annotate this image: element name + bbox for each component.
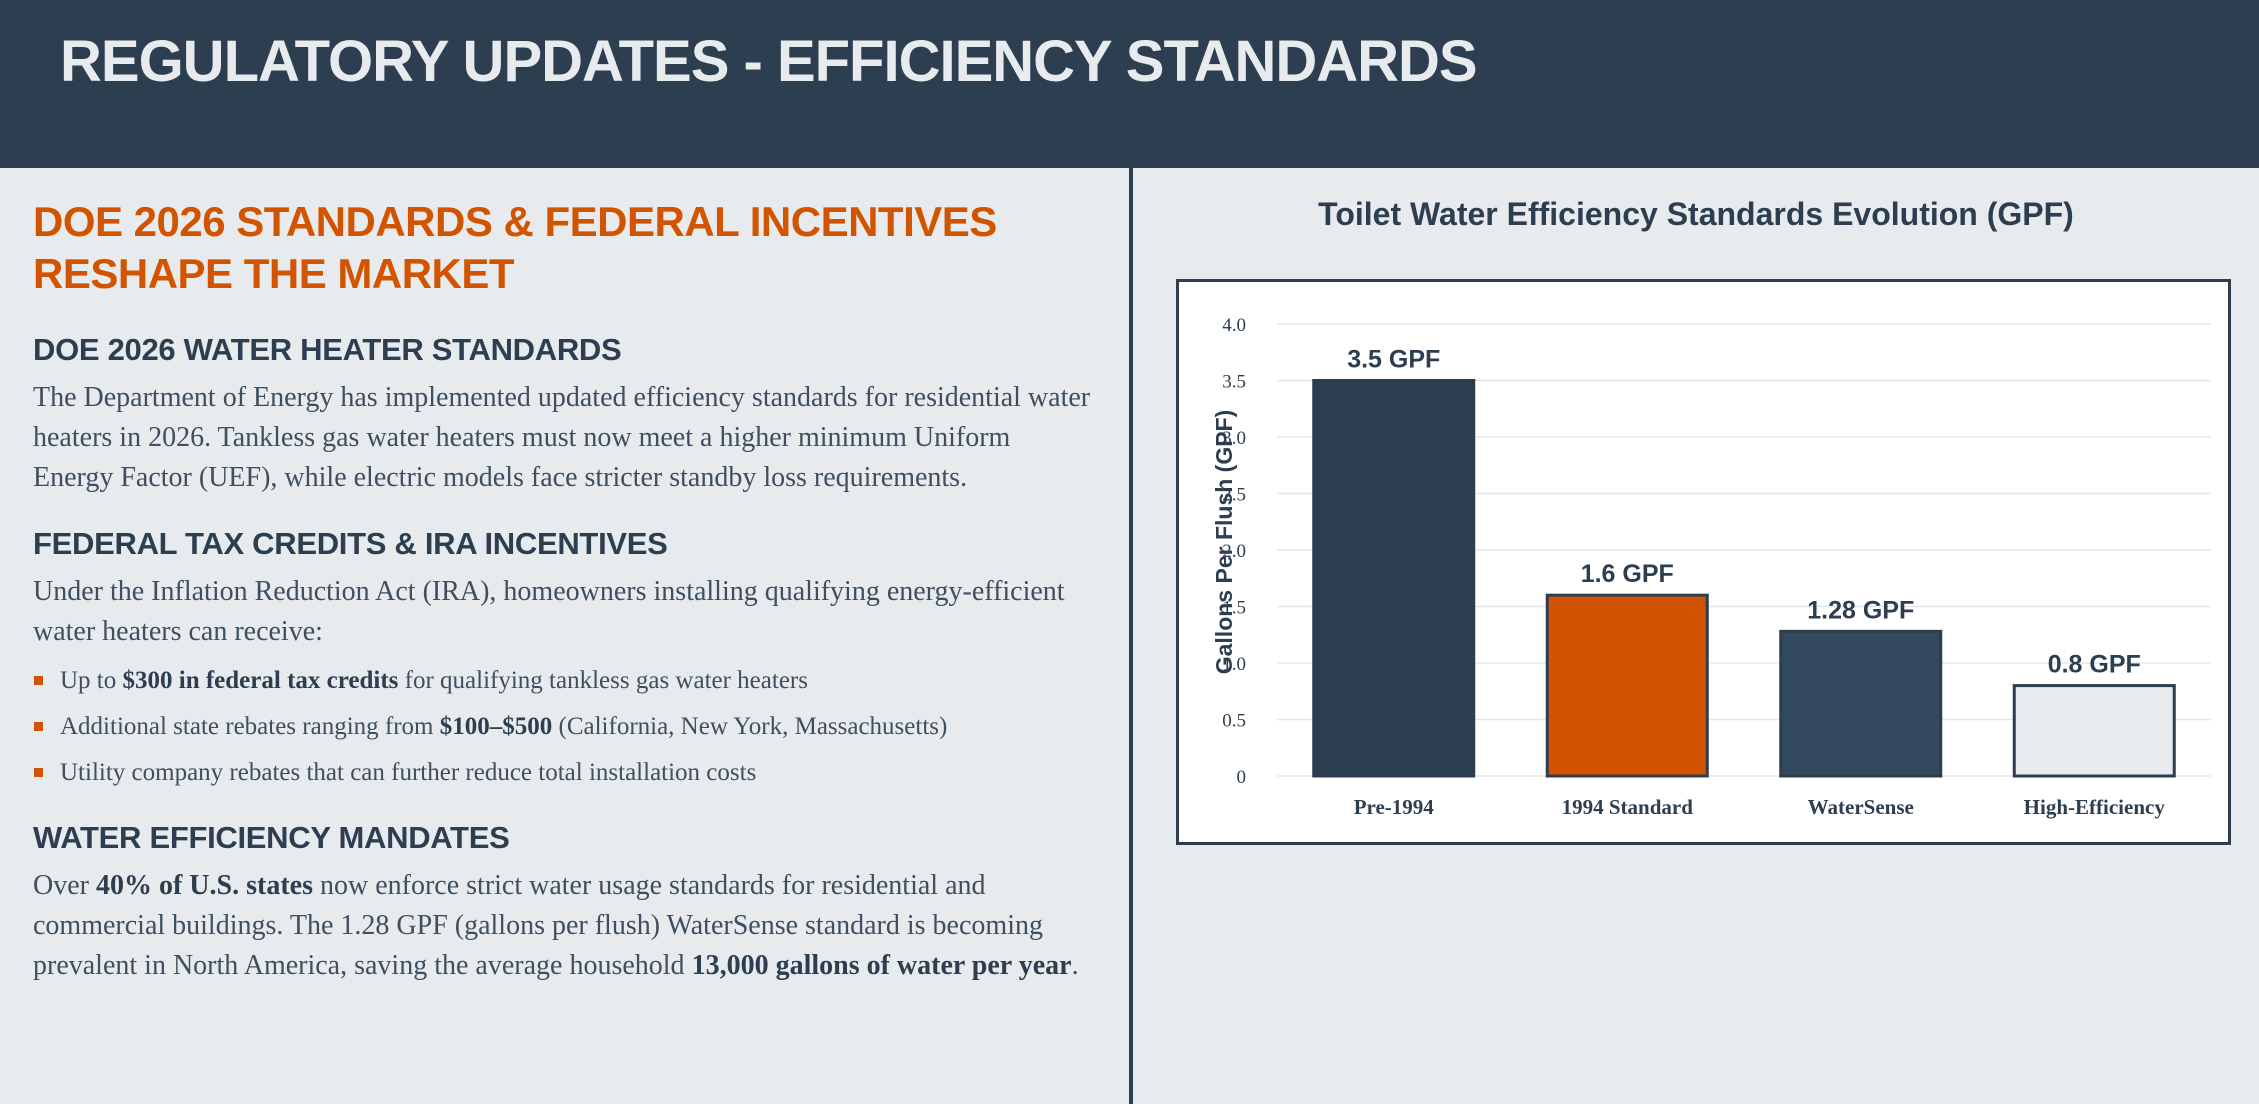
section-body-tax-credits: Under the Inflation Reduction Act (IRA),… <box>33 576 1065 647</box>
section-title-water-heater: DOE 2026 WATER HEATER STANDARDS <box>33 332 622 367</box>
section-body-water-mandates: Over 40% of U.S. states now enforce stri… <box>33 870 1079 981</box>
y-tick-label: 1.0 <box>1222 654 1246 675</box>
bar <box>1779 629 1943 778</box>
bullet-square-icon <box>34 722 43 731</box>
list-item: Utility company rebates that can further… <box>33 750 1093 796</box>
data-label: 1.6 GPF <box>1581 560 1674 588</box>
y-axis-label: Gallons Per Flush (GPF) <box>1211 410 1237 675</box>
headline: DOE 2026 STANDARDS & FEDERAL INCENTIVES … <box>33 198 997 297</box>
list-item: Up to $300 in federal tax credits for qu… <box>33 658 1093 704</box>
y-tick-label: 2.5 <box>1222 485 1246 506</box>
bar <box>2012 684 2176 778</box>
data-label: 3.5 GPF <box>1347 346 1440 374</box>
incentives-list: Up to $300 in federal tax credits for qu… <box>33 658 1093 796</box>
x-tick-label: WaterSense <box>1808 795 1914 819</box>
data-label: 1.28 GPF <box>1807 596 1914 624</box>
x-tick-label: 1994 Standard <box>1562 795 1694 819</box>
y-tick-label: 1.5 <box>1222 598 1246 619</box>
x-axis-ticks: Pre-1994 1994 Standard WaterSense High-Effi… <box>1354 795 2166 819</box>
x-tick-label: High-Efficiency <box>2024 795 2166 819</box>
section-body-water-heater: The Department of Energy has implemented… <box>33 382 1091 493</box>
x-tick-label: Pre-1994 <box>1354 795 1435 819</box>
list-item: Additional state rebates ranging from $1… <box>33 704 1093 750</box>
y-tick-label: 3.0 <box>1222 428 1246 449</box>
section-title-water-mandates: WATER EFFICIENCY MANDATES <box>33 820 510 855</box>
section-title-tax-credits: FEDERAL TAX CREDITS & IRA INCENTIVES <box>33 526 668 561</box>
y-tick-label: 0 <box>1237 767 1247 788</box>
page-title: REGULATORY UPDATES - EFFICIENCY STANDARD… <box>60 29 1478 94</box>
y-tick-label: 4.0 <box>1222 315 1246 336</box>
data-label: 0.8 GPF <box>2048 651 2141 679</box>
bars <box>1312 379 2176 778</box>
chart-title: Toilet Water Efficiency Standards Evolut… <box>1318 196 2074 232</box>
chart-frame: 0 0.5 1.0 1.5 2.0 2.5 3.0 3.5 4.0 3.5 GPF 1.6 GPF… <box>1176 279 2231 845</box>
column-divider <box>1129 168 1133 1104</box>
y-axis-ticks: 0 0.5 1.0 1.5 2.0 2.5 3.0 3.5 4.0 <box>1222 315 1246 788</box>
bar <box>1312 379 1476 778</box>
bullet-square-icon <box>34 676 43 685</box>
left-column: DOE 2026 STANDARDS & FEDERAL INCENTIVES … <box>33 196 1093 1012</box>
bar-chart: 0 0.5 1.0 1.5 2.0 2.5 3.0 3.5 4.0 3.5 GPF 1.6 GPF… <box>1211 315 2211 819</box>
bar <box>1545 593 1709 778</box>
data-labels: 3.5 GPF 1.6 GPF 1.28 GPF 0.8 GPF <box>1347 346 2141 679</box>
header-bar: REGULATORY UPDATES - EFFICIENCY STANDARD… <box>0 0 2259 168</box>
y-tick-label: 2.0 <box>1222 541 1246 562</box>
bullet-square-icon <box>34 768 43 777</box>
y-tick-label: 3.5 <box>1222 372 1246 393</box>
y-tick-label: 0.5 <box>1222 711 1246 732</box>
